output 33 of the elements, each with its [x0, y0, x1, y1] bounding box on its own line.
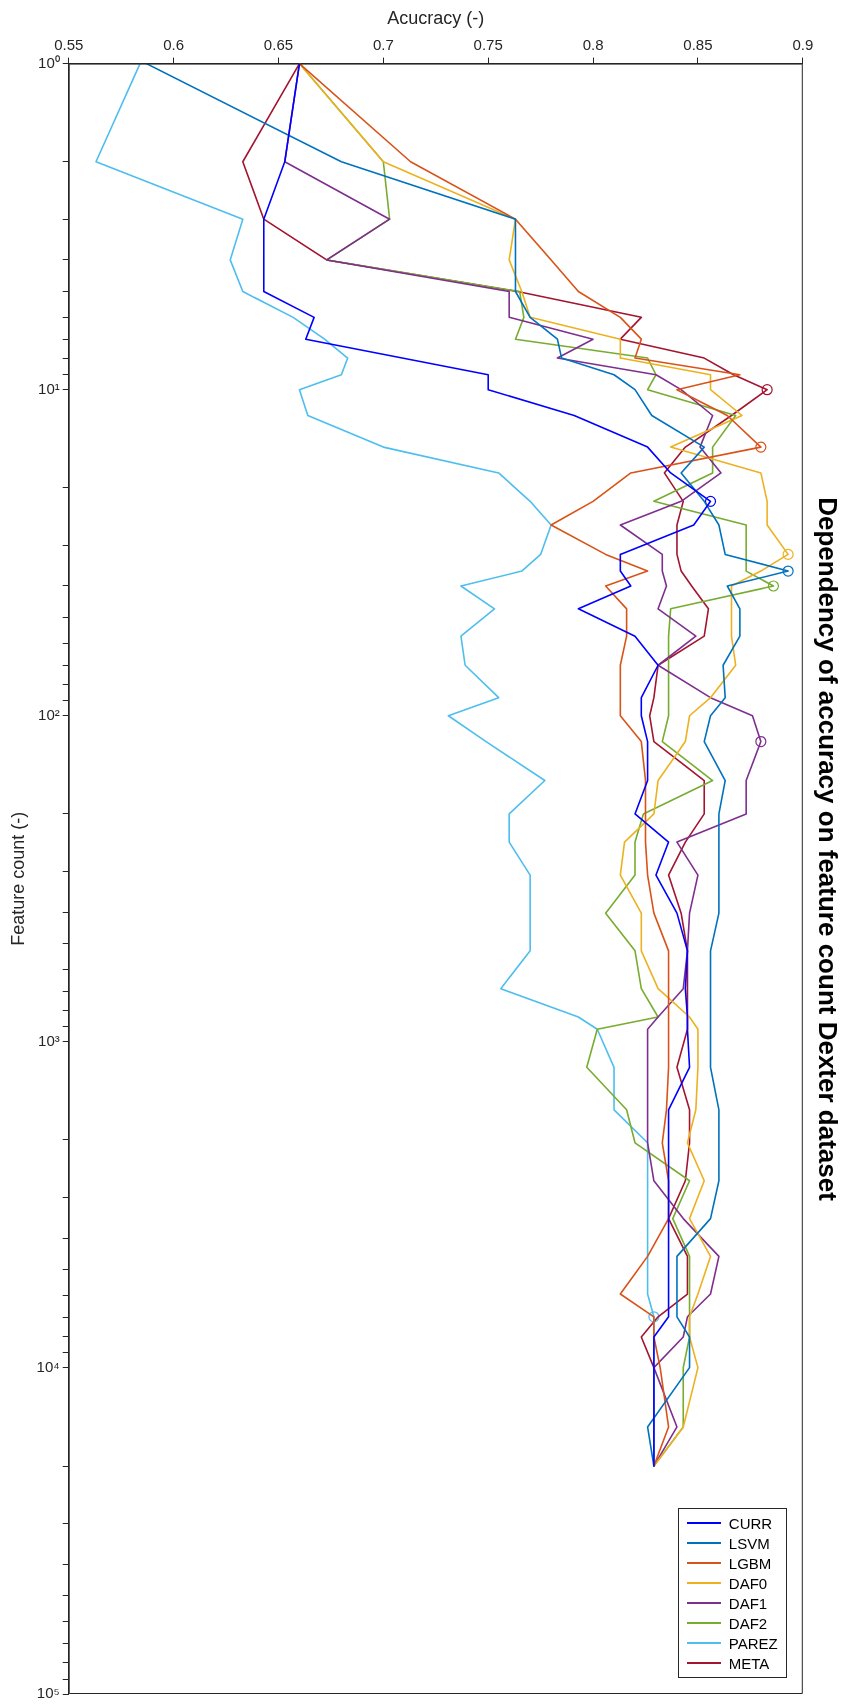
point	[755, 441, 767, 453]
point	[767, 580, 780, 592]
x-tick-label: 0.8	[582, 35, 604, 53]
y-tick-label: 10¹	[38, 379, 60, 397]
x-tick-label: 0.55	[54, 35, 84, 53]
x-tick-label: 0.75	[473, 35, 503, 53]
point	[755, 735, 767, 748]
x-tick-label: 0.7	[372, 35, 394, 53]
legend-label: DAF2	[728, 1614, 768, 1632]
y-tick-label: 10⁵	[36, 1684, 60, 1702]
x-tick-label: 0.6	[163, 35, 185, 53]
legend-label: LSVM	[728, 1534, 770, 1552]
x-tick-label: 0.9	[792, 35, 814, 53]
y-tick-label: 10⁴	[36, 1358, 60, 1376]
point	[782, 565, 794, 577]
text: Dependency of accuracy on feature count Dexter dataset	[813, 497, 844, 1202]
legend-label: PAREZ	[728, 1634, 778, 1652]
point	[648, 1311, 660, 1323]
x-tick-label: 0.65	[263, 35, 294, 53]
x-axis-title: Acucracy (-)	[387, 7, 485, 28]
x-tick-label: 0.85	[683, 35, 713, 53]
y-axis-title: Feature count (-)	[7, 811, 28, 946]
point	[761, 384, 773, 396]
legend-label: DAF0	[728, 1574, 768, 1592]
y-tick-label: 10³	[38, 1031, 60, 1049]
y-tick-label: 10⁰	[38, 53, 60, 71]
y-tick-label: 10²	[38, 705, 60, 723]
point	[782, 548, 794, 560]
legend-label: META	[728, 1654, 770, 1672]
legend-label: DAF1	[728, 1594, 768, 1612]
point	[704, 495, 717, 507]
legend-label: CURR	[728, 1514, 773, 1532]
legend-label: LGBM	[728, 1554, 772, 1572]
